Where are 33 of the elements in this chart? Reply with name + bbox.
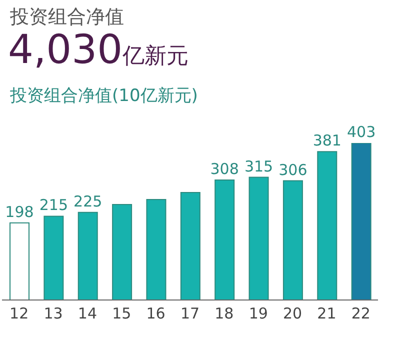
x-tick-label: 16 xyxy=(146,304,166,323)
data-label: 403 xyxy=(347,123,376,141)
chart-title: 投资组合净值 xyxy=(10,5,124,30)
x-tick-label: 15 xyxy=(112,304,132,323)
bar xyxy=(44,216,64,300)
x-tick-label: 19 xyxy=(248,304,268,323)
bar xyxy=(180,192,200,300)
data-label: 315 xyxy=(244,157,274,176)
bar xyxy=(146,198,166,300)
y-axis-title: 投资组合净值(10亿新元) xyxy=(10,85,198,107)
bar xyxy=(112,204,132,300)
bar xyxy=(317,151,338,300)
x-tick-label: 21 xyxy=(317,304,336,323)
bar xyxy=(248,176,269,300)
data-label: 381 xyxy=(312,132,342,150)
x-tick-label: 14 xyxy=(78,304,97,323)
data-label: 215 xyxy=(39,196,68,214)
bar xyxy=(10,222,30,300)
x-tick-label: 20 xyxy=(283,304,302,323)
data-label: 198 xyxy=(5,202,34,221)
data-label: 308 xyxy=(210,160,239,178)
chart-subtitle: 4,030亿新元 xyxy=(8,27,189,73)
x-tick-label: 12 xyxy=(10,304,29,323)
x-tick-label: 13 xyxy=(44,304,63,323)
bar xyxy=(351,143,372,300)
bar xyxy=(78,212,98,300)
bar xyxy=(282,180,303,300)
data-label: 225 xyxy=(74,192,102,210)
x-tick-label: 17 xyxy=(180,304,200,323)
data-label: 306 xyxy=(278,160,308,179)
x-tick-label: 22 xyxy=(351,304,370,323)
bar xyxy=(214,180,235,300)
x-tick-label: 18 xyxy=(214,304,234,323)
